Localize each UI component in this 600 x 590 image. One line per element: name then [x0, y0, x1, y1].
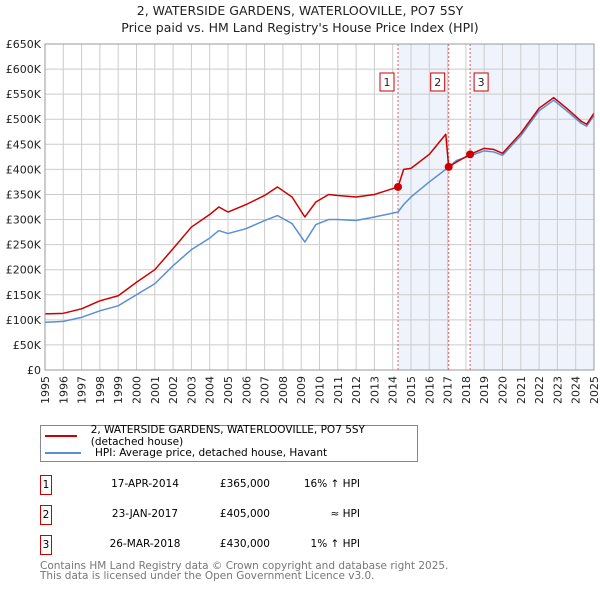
x-tick-label: 1995: [39, 376, 52, 404]
legend-label: HPI: Average price, detached house, Hava…: [95, 446, 328, 459]
legend: 2, WATERSIDE GARDENS, WATERLOOVILLE, PO7…: [40, 424, 418, 462]
legend-swatch-blue: [45, 451, 81, 454]
sale-label-box: [430, 72, 446, 92]
x-tick-label: 2023: [551, 376, 564, 404]
transaction-price: £430,000: [219, 538, 270, 550]
title-line-2: Price paid vs. HM Land Registry's House …: [121, 20, 479, 35]
x-tick-label: 2019: [478, 376, 491, 404]
chart-title: 2, WATERSIDE GARDENS, WATERLOOVILLE, PO7…: [0, 2, 600, 36]
hpi-line: [44, 99, 595, 324]
sale-point: [444, 162, 453, 171]
transaction-row: 2 23-JAN-2017 £405,000 ≈ HPI: [40, 505, 460, 525]
x-tick-label: 2022: [533, 376, 546, 404]
x-tick-label: 1997: [76, 376, 89, 404]
transaction-date: 23-JAN-2017: [111, 508, 179, 520]
y-tick-label: £500K: [6, 113, 42, 126]
x-tick-label: 2004: [204, 376, 217, 404]
x-tick-label: 2007: [259, 376, 272, 404]
y-tick-label: £150K: [6, 289, 42, 302]
transaction-hpi: 16% ↑ HPI: [303, 478, 360, 490]
x-tick-label: 2013: [368, 376, 381, 404]
x-tick-label: 2006: [240, 376, 253, 404]
plot-border: [44, 43, 595, 371]
y-tick-label: £600K: [6, 63, 42, 76]
sale-label: 1: [384, 76, 391, 89]
y-tick-label: £250K: [6, 239, 42, 252]
x-tick-label: 2016: [423, 376, 436, 404]
sale-label-box: [473, 72, 489, 92]
price-chart: 1995 1996 1997 1998 1999 2000 2001 2002 2003 2004…: [6, 38, 600, 404]
legend-item-property: 2, WATERSIDE GARDENS, WATERLOOVILLE, PO7…: [41, 424, 417, 448]
y-tick-label: £450K: [6, 138, 42, 151]
transaction-hpi: ≈ HPI: [330, 508, 360, 520]
x-tick-label: 1998: [94, 376, 107, 404]
shaded-period: [398, 44, 449, 370]
x-tick-label: 2011: [332, 376, 345, 404]
x-tick-label: 2000: [131, 376, 144, 404]
sale-point: [466, 150, 475, 159]
x-tick-label: 1996: [57, 376, 70, 404]
sale-label: 3: [478, 76, 485, 89]
title-line-1: 2, WATERSIDE GARDENS, WATERLOOVILLE, PO7…: [136, 3, 464, 18]
shaded-period: [470, 44, 594, 370]
x-tick-label: 2025: [588, 376, 600, 404]
transaction-number: 2: [40, 505, 52, 525]
x-tick-label: 2017: [442, 376, 455, 404]
y-tick-label: £0: [27, 364, 41, 377]
legend-label: 2, WATERSIDE GARDENS, WATERLOOVILLE, PO7…: [90, 423, 365, 448]
transaction-row: 3 26-MAR-2018 £430,000 1% ↑ HPI: [40, 535, 460, 555]
y-tick-label: £100K: [6, 314, 42, 327]
transaction-price: £405,000: [219, 508, 270, 520]
x-tick-label: 2012: [350, 376, 363, 404]
y-tick-label: £50K: [13, 339, 42, 352]
sale-point: [394, 182, 403, 191]
x-tick-label: 2010: [314, 376, 327, 404]
y-tick-label: £300K: [6, 214, 42, 227]
x-tick-label: 2024: [570, 376, 583, 404]
x-tick-label: 1999: [112, 376, 125, 404]
y-tick-label: £650K: [6, 38, 42, 51]
property-line: [44, 96, 595, 315]
x-tick-label: 2005: [222, 376, 235, 404]
sale-label: 2: [434, 76, 441, 89]
x-tick-label: 2001: [149, 376, 162, 404]
transaction-date: 17-APR-2014: [111, 478, 179, 490]
x-tick-label: 2014: [387, 376, 400, 404]
footer-line: Contains HM Land Registry data © Crown c…: [40, 560, 449, 572]
x-tick-label: 2009: [295, 376, 308, 404]
x-tick-label: 2021: [515, 376, 528, 404]
footer: Contains HM Land Registry data © Crown c…: [40, 560, 449, 582]
y-tick-label: £350K: [6, 188, 42, 201]
x-tick-label: 2015: [405, 376, 418, 404]
y-tick-label: £400K: [6, 163, 42, 176]
x-tick-label: 2008: [277, 376, 290, 404]
x-tick-label: 2002: [167, 376, 180, 404]
legend-item-hpi: HPI: Average price, detached house, Hava…: [41, 444, 327, 461]
transaction-hpi: 1% ↑ HPI: [310, 538, 360, 550]
transaction-row: 1 17-APR-2014 £365,000 16% ↑ HPI: [40, 475, 460, 495]
x-tick-label: 2018: [460, 376, 473, 404]
sale-label-box: [379, 72, 395, 92]
y-tick-label: £550K: [6, 88, 42, 101]
transaction-number: 1: [40, 475, 52, 495]
footer-line: This data is licensed under the Open Gov…: [40, 570, 375, 582]
legend-swatch-red: [45, 434, 77, 437]
transaction-price: £365,000: [219, 478, 270, 490]
transaction-number: 3: [40, 535, 52, 555]
x-tick-label: 2003: [185, 376, 198, 404]
x-tick-label: 2020: [497, 376, 510, 404]
transaction-date: 26-MAR-2018: [109, 538, 181, 550]
y-tick-label: £200K: [6, 264, 42, 277]
